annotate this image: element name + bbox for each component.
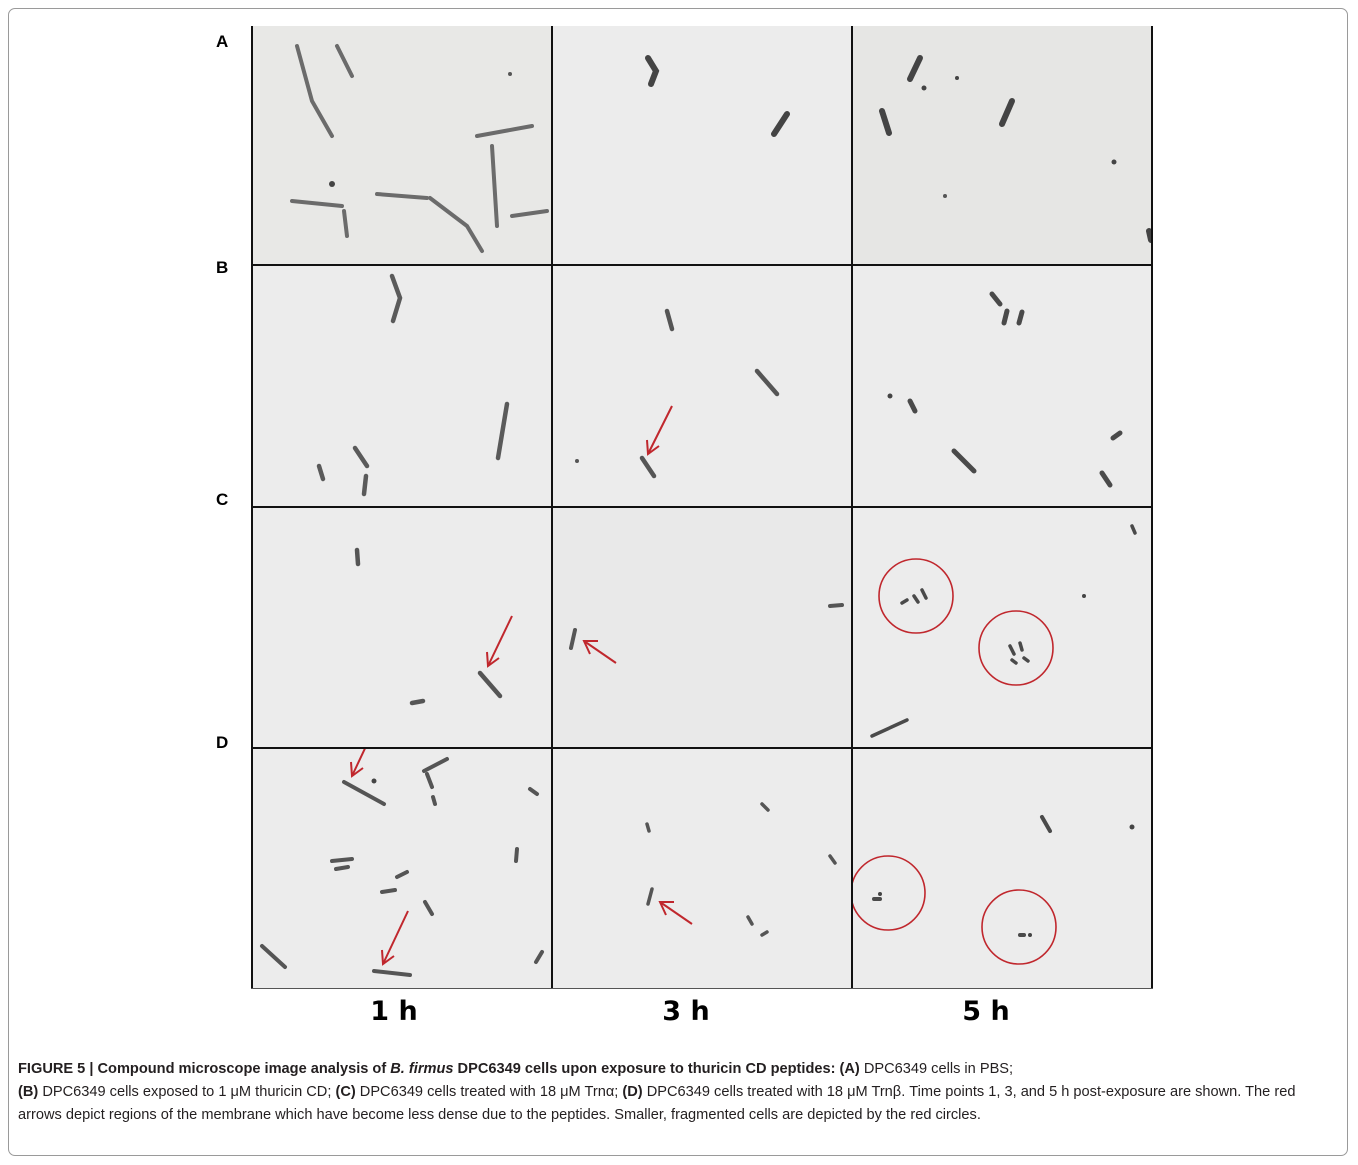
caption-label-a: (A)	[839, 1061, 860, 1077]
time-label-5h: 5 h	[962, 996, 1010, 1027]
caption-text-d: DPC6349 cells treated with 18 μM Trnβ. T…	[18, 1084, 1296, 1123]
arrow-d-1h-bottom	[381, 910, 409, 966]
time-label-3h: 3 h	[662, 996, 710, 1027]
fragment-circles	[878, 558, 1054, 686]
caption-title-prefix: FIGURE 5 | Compound microscope image ana…	[18, 1061, 391, 1077]
row-label-b: B	[216, 258, 229, 277]
micrograph-b-5h-image	[852, 266, 1152, 506]
micrograph-b-5h	[852, 266, 1152, 506]
caption-text-b: DPC6349 cells exposed to 1 μM thuricin C…	[38, 1084, 332, 1100]
caption-title-suffix: DPC6349 cells upon exposure to thuricin …	[453, 1061, 836, 1077]
micrograph-d-1h-image	[252, 749, 552, 989]
micrograph-a-5h	[852, 26, 1152, 265]
caption-label-d: (D)	[622, 1084, 643, 1100]
fragment-circles-d	[852, 855, 1057, 965]
row-label-c: C	[216, 490, 229, 509]
row-label-d: D	[216, 733, 229, 752]
row-label-a: A	[216, 32, 229, 51]
micrograph-a-3h-image	[552, 26, 852, 265]
micrograph-c-1h	[252, 508, 552, 748]
time-label-1h: 1 h	[370, 996, 418, 1027]
micrograph-a-3h	[552, 26, 852, 265]
micrograph-c-3h-image	[552, 508, 852, 748]
micrograph-a-1h-image	[252, 26, 552, 265]
micrograph-b-1h	[252, 266, 552, 506]
caption-text-a: DPC6349 cells in PBS;	[859, 1061, 1014, 1077]
micrograph-d-5h-image	[852, 749, 1152, 989]
arrow-d-1h-top	[350, 749, 366, 778]
grid-line-h2	[251, 506, 1153, 508]
arrow-c-1h	[486, 615, 513, 668]
arrow-b-3h	[646, 405, 673, 456]
micrograph-c-3h	[552, 508, 852, 748]
micrograph-b-3h	[552, 266, 852, 506]
caption-text-c: DPC6349 cells treated with 18 μM Trnα;	[355, 1084, 619, 1100]
micrograph-d-1h	[252, 749, 552, 989]
micrograph-b-3h-image	[552, 266, 852, 506]
caption-label-b: (B)	[18, 1084, 39, 1100]
micrograph-c-5h-image	[852, 508, 1152, 748]
figure-frame	[8, 8, 1348, 1156]
caption-label-c: (C)	[335, 1084, 356, 1100]
micrograph-d-3h-image	[552, 749, 852, 989]
micrograph-c-1h-image	[252, 508, 552, 748]
grid-line-h1	[251, 264, 1153, 266]
grid-line-h4	[251, 988, 1153, 989]
arrow-c-3h	[582, 640, 617, 664]
micrograph-d-5h	[852, 749, 1152, 989]
micrograph-b-1h-image	[252, 266, 552, 506]
micrograph-a-5h-image	[852, 26, 1152, 265]
micrograph-d-3h	[552, 749, 852, 989]
grid-line-h3	[251, 747, 1153, 749]
arrow-d-3h	[658, 901, 693, 925]
figure-caption: FIGURE 5 | Compound microscope image ana…	[18, 1058, 1343, 1127]
micrograph-c-5h	[852, 508, 1152, 748]
micrograph-a-1h	[252, 26, 552, 265]
caption-title-species: B. firmus	[390, 1061, 454, 1077]
